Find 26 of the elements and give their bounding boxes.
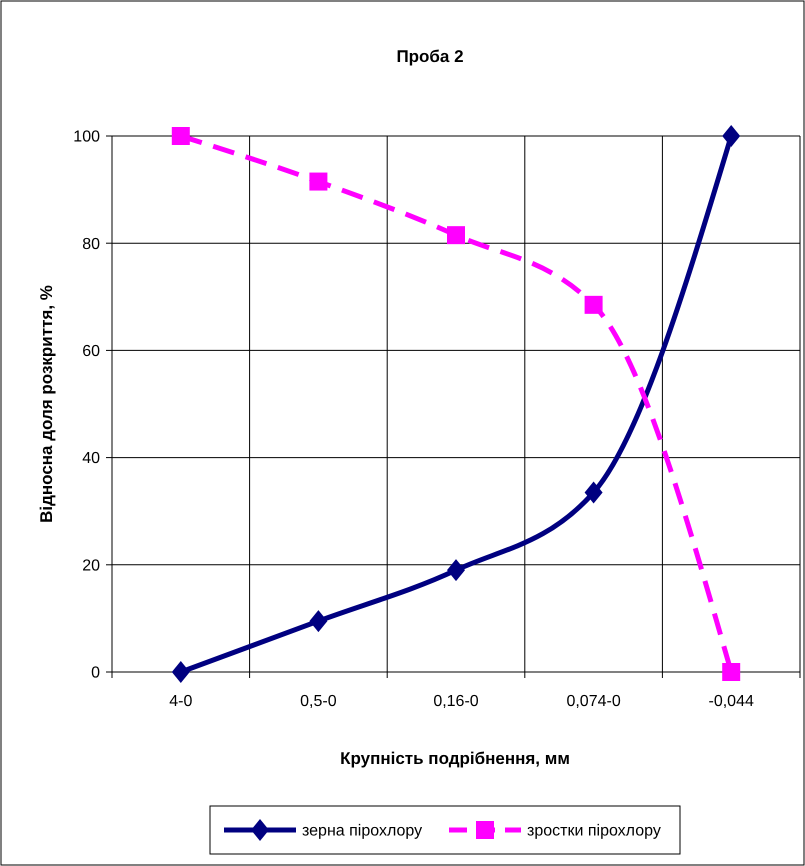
y-tick-label: 60	[82, 343, 100, 360]
point	[172, 127, 190, 145]
point	[722, 663, 740, 681]
legend-label: зерна пірохлору	[302, 822, 422, 840]
x-tick-label: 0,074-0	[566, 693, 621, 710]
chart-title: Проба 2	[396, 47, 464, 66]
y-axis-title: Відносна доля розкриття, %	[37, 285, 56, 523]
point	[172, 661, 190, 683]
point	[309, 610, 328, 632]
point	[722, 125, 740, 147]
y-tick-label: 0	[91, 664, 100, 682]
x-tick-label: 0,16-0	[433, 693, 479, 710]
point	[584, 296, 603, 314]
y-tick-label: 80	[82, 236, 100, 253]
x-tick-label: -0,044	[708, 693, 754, 710]
point	[309, 172, 328, 191]
x-axis-title: Крупність подрібнення, мм	[340, 749, 570, 768]
x-tick-label: 4-0	[169, 693, 192, 710]
point	[584, 481, 603, 504]
y-tick-label: 100	[73, 128, 100, 146]
y-tick-label: 40	[82, 450, 100, 468]
legend-label: зростки пірохлору	[527, 822, 661, 840]
x-tick-label: 0,5-0	[300, 693, 337, 710]
point	[447, 559, 465, 582]
point	[447, 226, 465, 244]
y-tick-label: 20	[82, 557, 100, 574]
